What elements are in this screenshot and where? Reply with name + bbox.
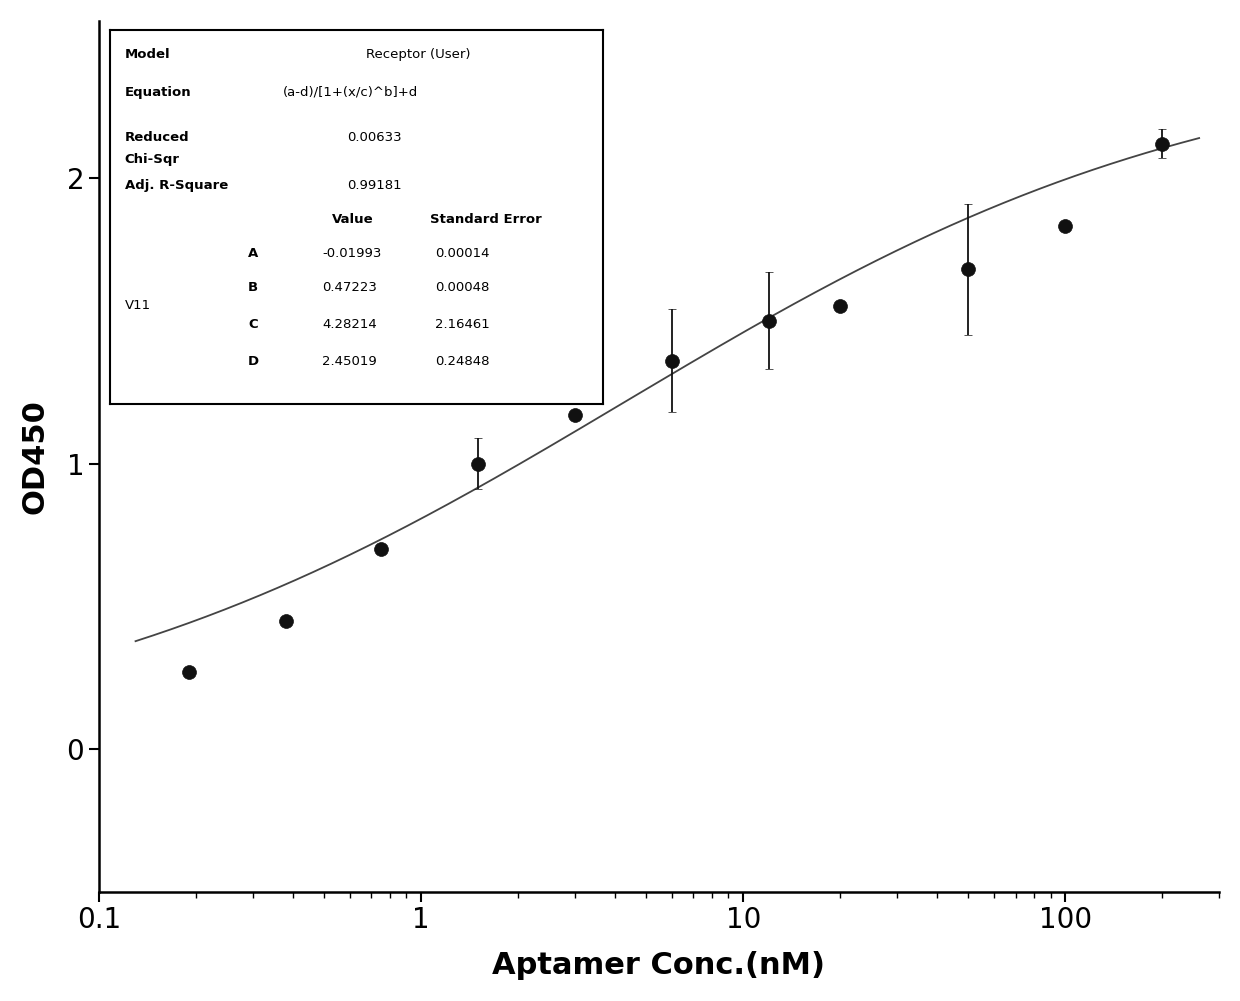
- Y-axis label: OD450: OD450: [21, 399, 50, 514]
- X-axis label: Aptamer Conc.(nM): Aptamer Conc.(nM): [492, 951, 826, 980]
